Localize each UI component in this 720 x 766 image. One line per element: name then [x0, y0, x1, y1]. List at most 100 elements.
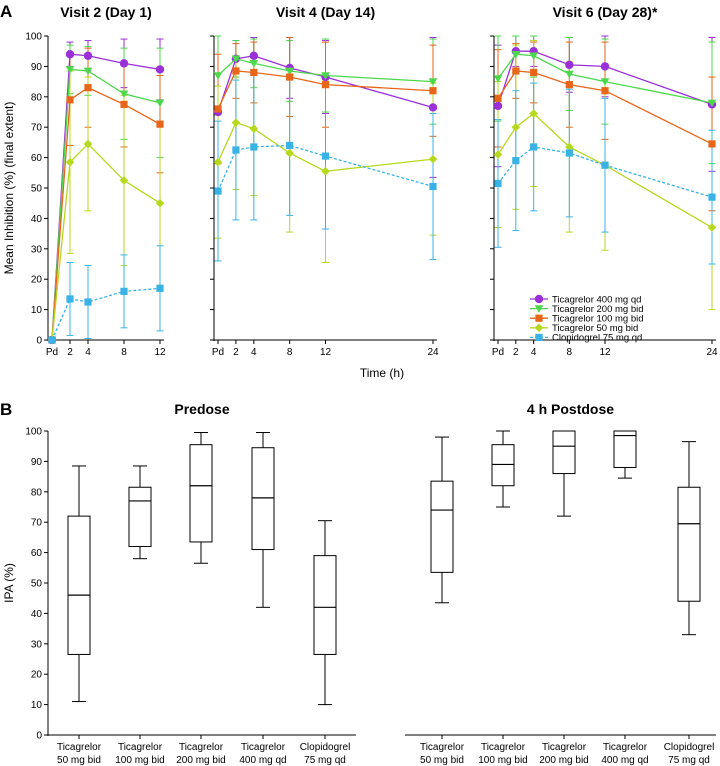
data-point-t400 [428, 103, 438, 112]
x-tick-label: 200 mg bid [176, 755, 225, 766]
legend-label: Clopidogrel 75 mg qd [552, 333, 642, 344]
data-point-clop [232, 146, 240, 154]
box-iqr [251, 447, 275, 551]
series-line-t200 [497, 53, 713, 104]
data-point-t400 [565, 60, 574, 70]
x-tick-label: Ticagrelor [57, 742, 102, 753]
data-point-t200 [565, 70, 574, 79]
data-point-t200 [285, 67, 294, 76]
x-tick-label: 12 [154, 347, 166, 358]
y-tick-label: 80 [31, 92, 43, 103]
y-tick-label: 20 [31, 275, 43, 286]
y-tick-label: 30 [31, 244, 43, 255]
x-tick-label: 8 [567, 347, 573, 358]
y-tick-label: 30 [31, 639, 43, 650]
x-tick-label: 75 mg qd [668, 755, 710, 766]
box-iqr [128, 486, 152, 548]
box-plot [491, 430, 515, 508]
y-tick-label: 50 [31, 579, 43, 590]
legend-marker [535, 333, 543, 341]
series-line-clop [51, 287, 161, 341]
data-point-t200 [321, 72, 330, 80]
data-point-t200 [65, 66, 75, 74]
series-line-t200 [217, 58, 434, 83]
y-tick-label: 70 [31, 123, 43, 134]
data-point-clop [321, 152, 330, 160]
series-line-t100 [217, 70, 434, 110]
y-tick-label: 50 [31, 184, 43, 195]
data-point-t100 [494, 94, 502, 102]
data-point-t100 [66, 96, 74, 104]
data-point-clop [120, 287, 128, 295]
box-iqr [189, 444, 213, 543]
x-tick-label: 8 [121, 347, 127, 358]
y-tick-label: 40 [31, 214, 43, 225]
data-point-t400 [493, 101, 503, 111]
data-point-clop [565, 149, 573, 157]
x-tick-label: 75 mg qd [304, 755, 346, 766]
data-point-t200 [707, 99, 717, 108]
data-point-t50 [65, 157, 75, 167]
data-point-clop [512, 157, 520, 165]
box-plot [313, 520, 337, 706]
panel-label-b: B [0, 400, 12, 419]
x-tick-label: Ticagrelor [118, 742, 163, 753]
legend-label: Ticagrelor 100 mg bid [552, 314, 644, 325]
y-tick-label: 80 [31, 487, 43, 498]
data-point-clop [708, 193, 716, 201]
box-iqr [613, 430, 637, 468]
x-tick-label: 8 [287, 347, 293, 358]
data-point-t100 [250, 68, 258, 77]
data-point-clop [48, 336, 56, 344]
x-tick-label: 400 mg qd [239, 755, 286, 766]
box-iqr [491, 444, 515, 487]
y-tick-label: 60 [31, 153, 43, 164]
x-tick-label: 24 [427, 347, 439, 358]
data-point-t100 [708, 140, 716, 148]
x-tick-label: 2 [233, 347, 239, 358]
y-tick-label: 10 [31, 700, 43, 711]
data-point-clop [601, 161, 609, 169]
box-iqr [67, 515, 91, 655]
data-point-t200 [231, 55, 241, 63]
data-point-t200 [213, 72, 223, 80]
x-tick-label: Clopidogrel [300, 742, 351, 753]
subplot-title: 4 h Postdose [527, 401, 614, 417]
x-tick-label: Ticagrelor [241, 742, 286, 753]
y-axis-label: IPA (%) [2, 563, 16, 603]
y-tick-label: 90 [31, 62, 43, 73]
data-point-t400 [249, 51, 259, 60]
x-tick-label: 100 mg bid [115, 755, 164, 766]
legend-label: Ticagrelor 200 mg bid [552, 304, 644, 315]
data-point-clop [156, 284, 164, 292]
x-tick-label: Ticagrelor [603, 742, 648, 753]
data-point-t50 [213, 157, 223, 167]
series-line-t400 [497, 50, 713, 107]
data-point-clop [84, 298, 92, 306]
y-tick-label: 10 [31, 305, 43, 316]
data-point-t100 [601, 87, 609, 95]
legend-marker [534, 323, 544, 333]
data-point-t50 [119, 176, 129, 185]
data-point-t50 [83, 139, 93, 149]
x-tick-label: 4 [531, 347, 537, 358]
x-tick-label: Pd [492, 347, 504, 358]
legend-label: Ticagrelor 400 mg qd [552, 294, 641, 305]
box-plot [251, 432, 275, 608]
data-point-t100 [120, 100, 128, 108]
x-tick-label: 100 mg bid [478, 755, 527, 766]
box-iqr [430, 480, 454, 573]
data-point-clop [429, 182, 437, 191]
y-tick-label: 60 [31, 548, 43, 559]
data-point-t400 [65, 50, 75, 59]
data-point-clop [66, 295, 74, 303]
data-point-t400 [83, 51, 93, 60]
data-point-t50 [249, 124, 259, 134]
x-tick-label: 400 mg qd [601, 755, 648, 766]
y-tick-label: 90 [31, 457, 43, 468]
data-point-clop [286, 141, 294, 150]
box-plot [189, 432, 213, 564]
data-point-t100 [84, 84, 92, 92]
box-plot [613, 430, 637, 479]
